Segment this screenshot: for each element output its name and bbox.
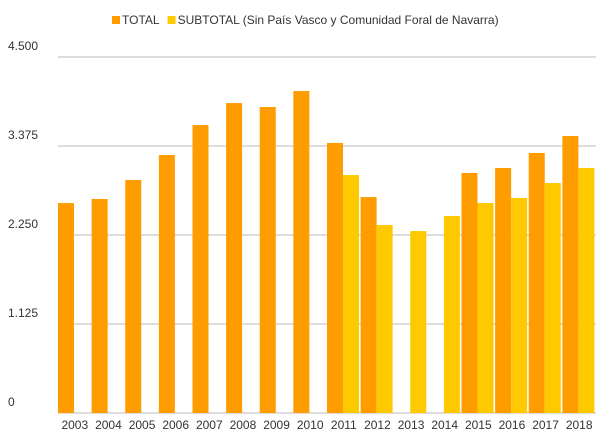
bar [343, 175, 359, 413]
bar [192, 125, 209, 413]
x-tick-label: 2018 [566, 418, 593, 432]
legend-label: SUBTOTAL (Sin País Vasco y Comunidad For… [178, 13, 499, 27]
x-tick-label: 2016 [499, 418, 526, 432]
bar [495, 167, 512, 413]
x-tick-label: 2008 [230, 418, 257, 432]
x-tick-label: 2003 [61, 418, 88, 432]
x-tick-label: 2015 [465, 418, 492, 432]
y-tick-label: 0 [8, 395, 15, 409]
bar [528, 152, 545, 413]
bar [226, 103, 243, 413]
legend-label: TOTAL [122, 13, 160, 27]
bar [259, 106, 276, 413]
bar [511, 197, 528, 413]
y-tick-label: 4.500 [8, 39, 38, 53]
bar [443, 216, 460, 413]
bar [376, 225, 393, 413]
bar [58, 203, 74, 413]
y-tick-label: 2.250 [8, 217, 38, 231]
bar [91, 199, 108, 413]
x-tick-label: 2005 [129, 418, 156, 432]
bar [125, 180, 142, 413]
bar [578, 167, 595, 413]
bar [410, 231, 427, 413]
x-tick-label: 2004 [95, 418, 122, 432]
bar [562, 136, 579, 414]
bar [477, 203, 494, 413]
x-tick-label: 2007 [196, 418, 223, 432]
x-tick-label: 2009 [263, 418, 290, 432]
x-tick-label: 2012 [364, 418, 391, 432]
x-tick-label: 2011 [331, 418, 357, 432]
x-tick-label: 2014 [431, 418, 458, 432]
x-tick-label: 2006 [162, 418, 189, 432]
bar [327, 142, 343, 413]
y-tick-label: 3.375 [8, 128, 38, 142]
bar [544, 183, 561, 413]
y-tick-label: 1.125 [8, 306, 38, 320]
legend-swatch [167, 16, 176, 24]
x-tick-label: 2013 [398, 418, 425, 432]
bar [293, 91, 310, 414]
legend-swatch [112, 16, 120, 24]
x-tick-label: 2017 [532, 418, 559, 432]
bar [360, 197, 377, 413]
bar [158, 155, 175, 413]
bar [461, 172, 478, 413]
x-tick-label: 2010 [297, 418, 324, 432]
